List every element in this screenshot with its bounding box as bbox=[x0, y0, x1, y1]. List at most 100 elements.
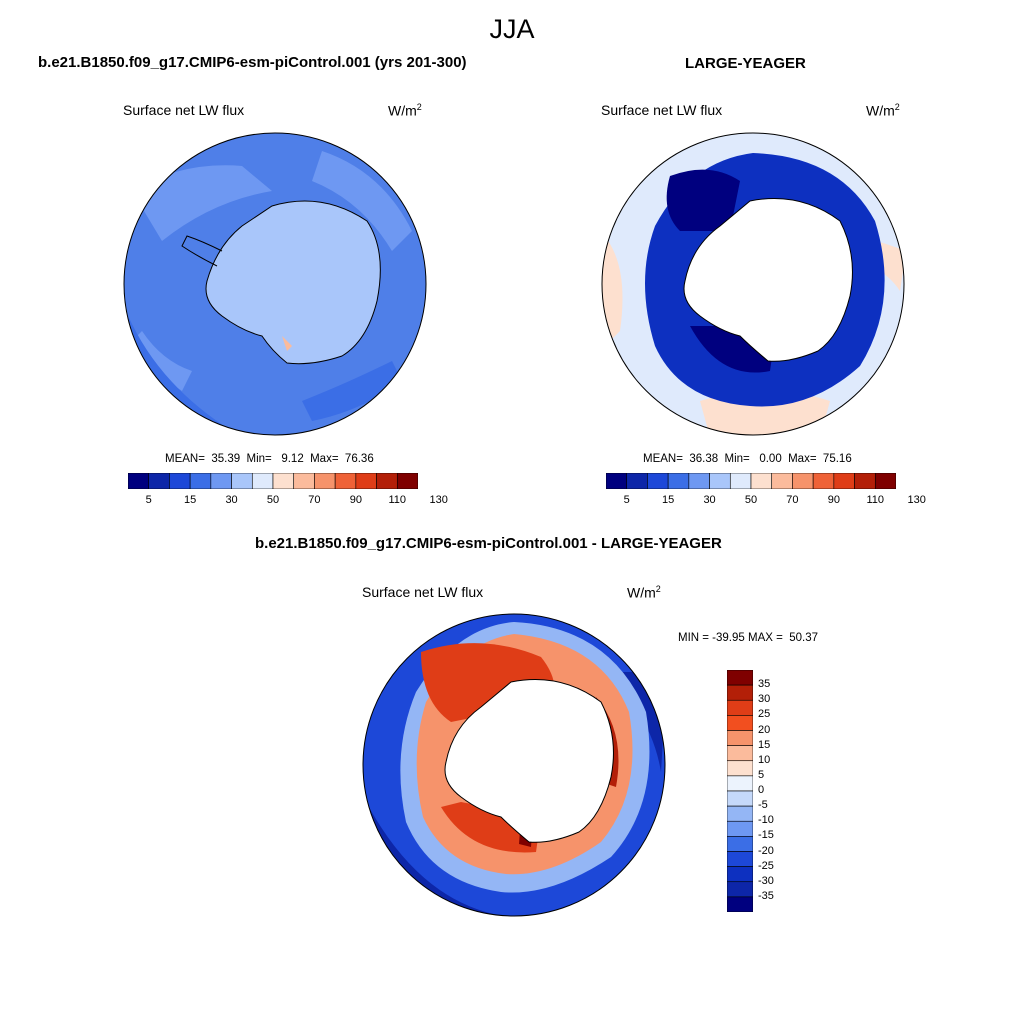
antarctica-coastline bbox=[205, 200, 381, 365]
peninsula-coastline bbox=[181, 235, 223, 267]
panel-diff-map bbox=[362, 613, 666, 917]
colorbar-tick-label: 110 bbox=[388, 494, 407, 506]
colorbar-swatch bbox=[189, 473, 212, 489]
panel-control-stats: MEAN= 35.39 Min= 9.12 Max= 76.36 bbox=[165, 453, 374, 465]
colorbar-tick-label: 0 bbox=[758, 784, 765, 796]
panel-obs-colorbar-labels: 5 15 30 50 70 90 110 130 bbox=[606, 494, 926, 510]
colorbar-tick-label: 30 bbox=[225, 494, 238, 506]
colorbar-swatch bbox=[355, 473, 377, 489]
colorbar-tick-label: 15 bbox=[184, 494, 197, 506]
antarctica-coastline bbox=[683, 198, 853, 362]
colorbar-swatch bbox=[771, 473, 793, 489]
map-border bbox=[362, 613, 666, 917]
colorbar-swatch bbox=[727, 820, 753, 837]
colorbar-swatch bbox=[231, 473, 253, 489]
colorbar-tick-label: 35 bbox=[758, 678, 771, 691]
panel-obs-variable: Surface net LW flux bbox=[601, 102, 723, 118]
colorbar-swatch bbox=[606, 473, 628, 489]
colorbar-tick-label: 70 bbox=[308, 494, 321, 506]
colorbar-swatch bbox=[727, 805, 753, 822]
colorbar-swatch bbox=[727, 684, 753, 701]
colorbar-swatch bbox=[792, 473, 814, 489]
field-light-band bbox=[312, 151, 412, 251]
colorbar-swatch bbox=[727, 881, 753, 898]
colorbar-tick-label: -5 bbox=[758, 799, 768, 812]
colorbar-swatch bbox=[729, 473, 752, 489]
colorbar-tick-label: -35 bbox=[758, 889, 774, 902]
colorbar-tick-label: 15 bbox=[758, 738, 771, 751]
colorbar-tick-label: -25 bbox=[758, 859, 774, 872]
panel-control-variable: Surface net LW flux bbox=[123, 102, 245, 118]
panel-diff-units: W/m2 bbox=[627, 584, 661, 601]
panel-obs-stats: MEAN= 36.38 Min= 0.00 Max= 75.16 bbox=[643, 453, 852, 465]
colorbar-swatch bbox=[709, 473, 731, 489]
colorbar-swatch bbox=[727, 896, 753, 912]
main-title: JJA bbox=[489, 14, 535, 44]
colorbar-swatch bbox=[396, 473, 418, 489]
colorbar-swatch bbox=[727, 866, 753, 883]
colorbar-swatch bbox=[688, 473, 710, 489]
colorbar-swatch bbox=[727, 790, 753, 807]
colorbar-swatch bbox=[727, 670, 753, 686]
colorbar-swatch bbox=[727, 775, 753, 792]
field-dark-band bbox=[302, 361, 402, 421]
colorbar-swatch bbox=[314, 473, 336, 489]
colorbar-swatch bbox=[727, 715, 753, 731]
map-border bbox=[123, 132, 427, 436]
colorbar-swatch bbox=[210, 473, 232, 489]
colorbar-swatch bbox=[647, 473, 669, 489]
antarctica-masked bbox=[684, 198, 853, 362]
colorbar-tick-label: 5 bbox=[623, 494, 630, 506]
colorbar-tick-label: 130 bbox=[907, 494, 926, 506]
colorbar-tick-label: 110 bbox=[866, 494, 885, 506]
panel-control-map bbox=[123, 132, 427, 436]
colorbar-tick-label: -30 bbox=[758, 874, 774, 887]
colorbar-swatch bbox=[169, 473, 191, 489]
colorbar-swatch bbox=[667, 473, 690, 489]
field-warm-patch bbox=[282, 336, 292, 351]
colorbar-swatch bbox=[251, 473, 274, 489]
colorbar-swatch bbox=[833, 473, 855, 489]
colorbar-tick-label: 25 bbox=[758, 708, 771, 721]
field-light-band bbox=[132, 165, 272, 241]
colorbar-swatch bbox=[750, 473, 773, 489]
colorbar-tick-label: 50 bbox=[266, 494, 280, 506]
colorbar-tick-label: 10 bbox=[758, 753, 771, 766]
panel-diff-colorbar-labels: 35 30 25 20 15 10 5 0 -5 -10 -15 -20 -25 -30 -35 bbox=[758, 670, 798, 912]
colorbar-swatch bbox=[293, 473, 315, 489]
colorbar-tick-label: 5 bbox=[145, 494, 152, 506]
colorbar-swatch bbox=[727, 760, 753, 777]
panel-diff-stats: MIN = -39.95 MAX = 50.37 bbox=[678, 632, 818, 644]
panel-control-colorbar bbox=[128, 473, 418, 489]
panel-obs-colorbar bbox=[606, 473, 896, 489]
colorbar-tick-label: 30 bbox=[703, 494, 716, 506]
antarctica-masked bbox=[445, 679, 614, 843]
colorbar-swatch bbox=[376, 473, 398, 489]
colorbar-swatch bbox=[128, 473, 150, 489]
colorbar-tick-label: 30 bbox=[758, 693, 771, 706]
map-border bbox=[601, 132, 905, 436]
colorbar-swatch bbox=[272, 473, 295, 489]
colorbar-tick-label: 90 bbox=[827, 494, 840, 506]
colorbar-tick-label: 50 bbox=[744, 494, 758, 506]
colorbar-swatch bbox=[874, 473, 896, 489]
colorbar-swatch bbox=[727, 730, 753, 746]
colorbar-swatch bbox=[727, 745, 753, 762]
colorbar-swatch bbox=[727, 699, 753, 716]
colorbar-swatch bbox=[626, 473, 648, 489]
colorbar-tick-label: -10 bbox=[758, 814, 774, 827]
colorbar-tick-label: 5 bbox=[758, 768, 765, 781]
colorbar-tick-label: 15 bbox=[662, 494, 675, 506]
field-dark-patch bbox=[666, 169, 740, 231]
panel-control-colorbar-labels: 5 15 30 50 70 90 110 130 bbox=[128, 494, 448, 510]
panel-control-units: W/m2 bbox=[388, 102, 422, 119]
colorbar-swatch bbox=[727, 851, 753, 867]
colorbar-tick-label: 20 bbox=[758, 723, 771, 736]
panel-diff-variable: Surface net LW flux bbox=[362, 584, 484, 600]
colorbar-tick-label: 90 bbox=[349, 494, 362, 506]
panel-control-title: b.e21.B1850.f09_g17.CMIP6-esm-piControl.… bbox=[38, 54, 467, 71]
colorbar-swatch bbox=[812, 473, 835, 489]
field-light-band bbox=[132, 331, 192, 391]
colorbar-tick-label: 70 bbox=[786, 494, 799, 506]
colorbar-swatch bbox=[334, 473, 357, 489]
